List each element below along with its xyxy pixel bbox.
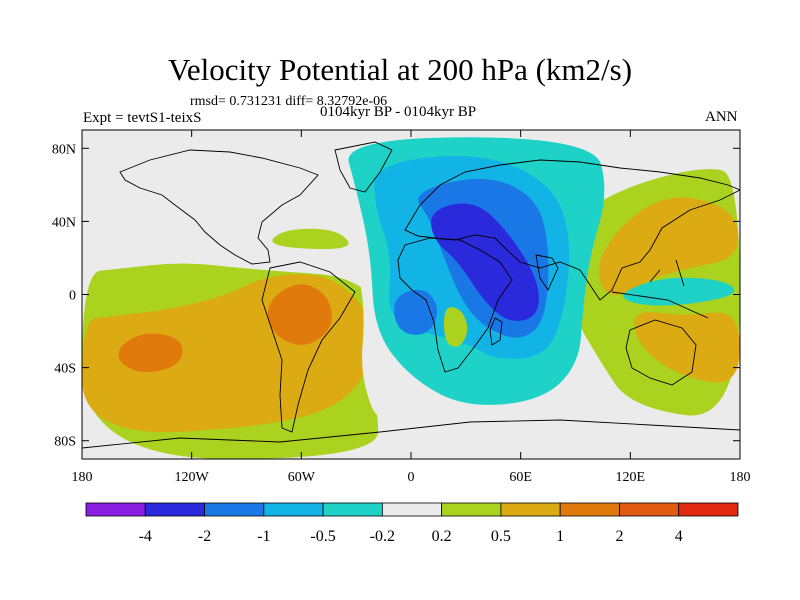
colorbar-label: 2 — [615, 528, 623, 545]
x-tick-label: 180 — [730, 470, 751, 485]
colorbar-label: 4 — [675, 528, 683, 545]
colorbar-swatch — [500, 502, 561, 517]
x-tick-label: 60W — [288, 470, 316, 485]
x-tick-label: 0 — [408, 470, 415, 485]
period-label: 0104kyr BP - 0104kyr BP — [320, 104, 477, 120]
colorbar-swatch — [85, 502, 146, 517]
colorbar-swatch — [204, 502, 265, 517]
colorbar-label: -0.5 — [310, 528, 335, 545]
coastline-africa — [397, 237, 513, 373]
x-tick-label: 60E — [509, 470, 532, 485]
colorbar-swatch — [263, 502, 324, 517]
x-tick-label: 120W — [175, 470, 210, 485]
coastline-australia — [625, 319, 697, 386]
contour-region-indian-ocean-core — [430, 203, 539, 321]
y-tick-label: 40S — [54, 362, 76, 377]
coastline-europe-asia — [404, 159, 740, 301]
axis-ticks: 180 120W 60W 0 60E 120E 180 80N 40N 0 40S 80S — [52, 130, 751, 485]
contour-region-w-pacific-orange-south — [634, 312, 740, 383]
coastline-madagascar — [489, 317, 503, 346]
season-label: ANN — [705, 109, 738, 125]
contour-region-w-pacific-orange — [598, 197, 739, 295]
colorbar-swatch — [144, 502, 205, 517]
colorbar-label: 0.2 — [432, 528, 452, 545]
contour-region-s-america-dark-orange — [267, 284, 332, 345]
colorbar-label: -0.2 — [370, 528, 395, 545]
coastline-south-america — [261, 261, 356, 433]
coastline-antarctica — [82, 419, 740, 449]
x-tick-label: 180 — [72, 470, 93, 485]
coastline-maritime-continent — [611, 259, 709, 319]
colorbar-swatch — [619, 502, 680, 517]
colorbar-swatch — [322, 502, 383, 517]
colorbar-label: 1 — [556, 528, 564, 545]
colorbar-swatch — [441, 502, 502, 517]
y-tick-label: 80N — [52, 142, 76, 157]
colorbar-label: -2 — [198, 528, 211, 545]
colorbar: -4 -2 -1 -0.5 -0.2 0.2 0.5 1 2 4 — [85, 502, 739, 545]
colorbar-swatch — [381, 502, 443, 517]
colorbar-label: 0.5 — [491, 528, 511, 545]
colorbar-swatch — [678, 502, 739, 517]
colorbar-label: -4 — [139, 528, 152, 545]
x-tick-label: 120E — [616, 470, 646, 485]
contour-region-madagascar-yellow — [443, 307, 468, 347]
contour-fields — [82, 137, 740, 459]
coastlines — [82, 141, 740, 449]
map-layer — [82, 130, 740, 459]
y-tick-label: 0 — [69, 289, 76, 304]
y-tick-label: 80S — [54, 435, 76, 450]
coastline-greenland — [334, 141, 393, 193]
rmsd-stats: rmsd= 0.731231 diff= 8.32792e-06 — [190, 94, 388, 109]
contour-region-n-pacific-gray — [82, 147, 349, 220]
coastline-india — [535, 254, 559, 291]
colorbar-swatch — [559, 502, 620, 517]
coastline-north-america — [119, 149, 319, 265]
contour-region-w-pacific-teal-tongue — [623, 277, 735, 306]
colorbar-label: -1 — [257, 528, 270, 545]
experiment-label: Expt = tevtS1-teixS — [83, 110, 202, 126]
contour-region-n-atlantic-positive-ring — [272, 228, 349, 250]
chart-title: Velocity Potential at 200 hPa (km2/s) — [167, 52, 633, 87]
y-tick-label: 40N — [52, 215, 76, 230]
contour-region-s-pacific-dark-orange — [118, 333, 183, 373]
